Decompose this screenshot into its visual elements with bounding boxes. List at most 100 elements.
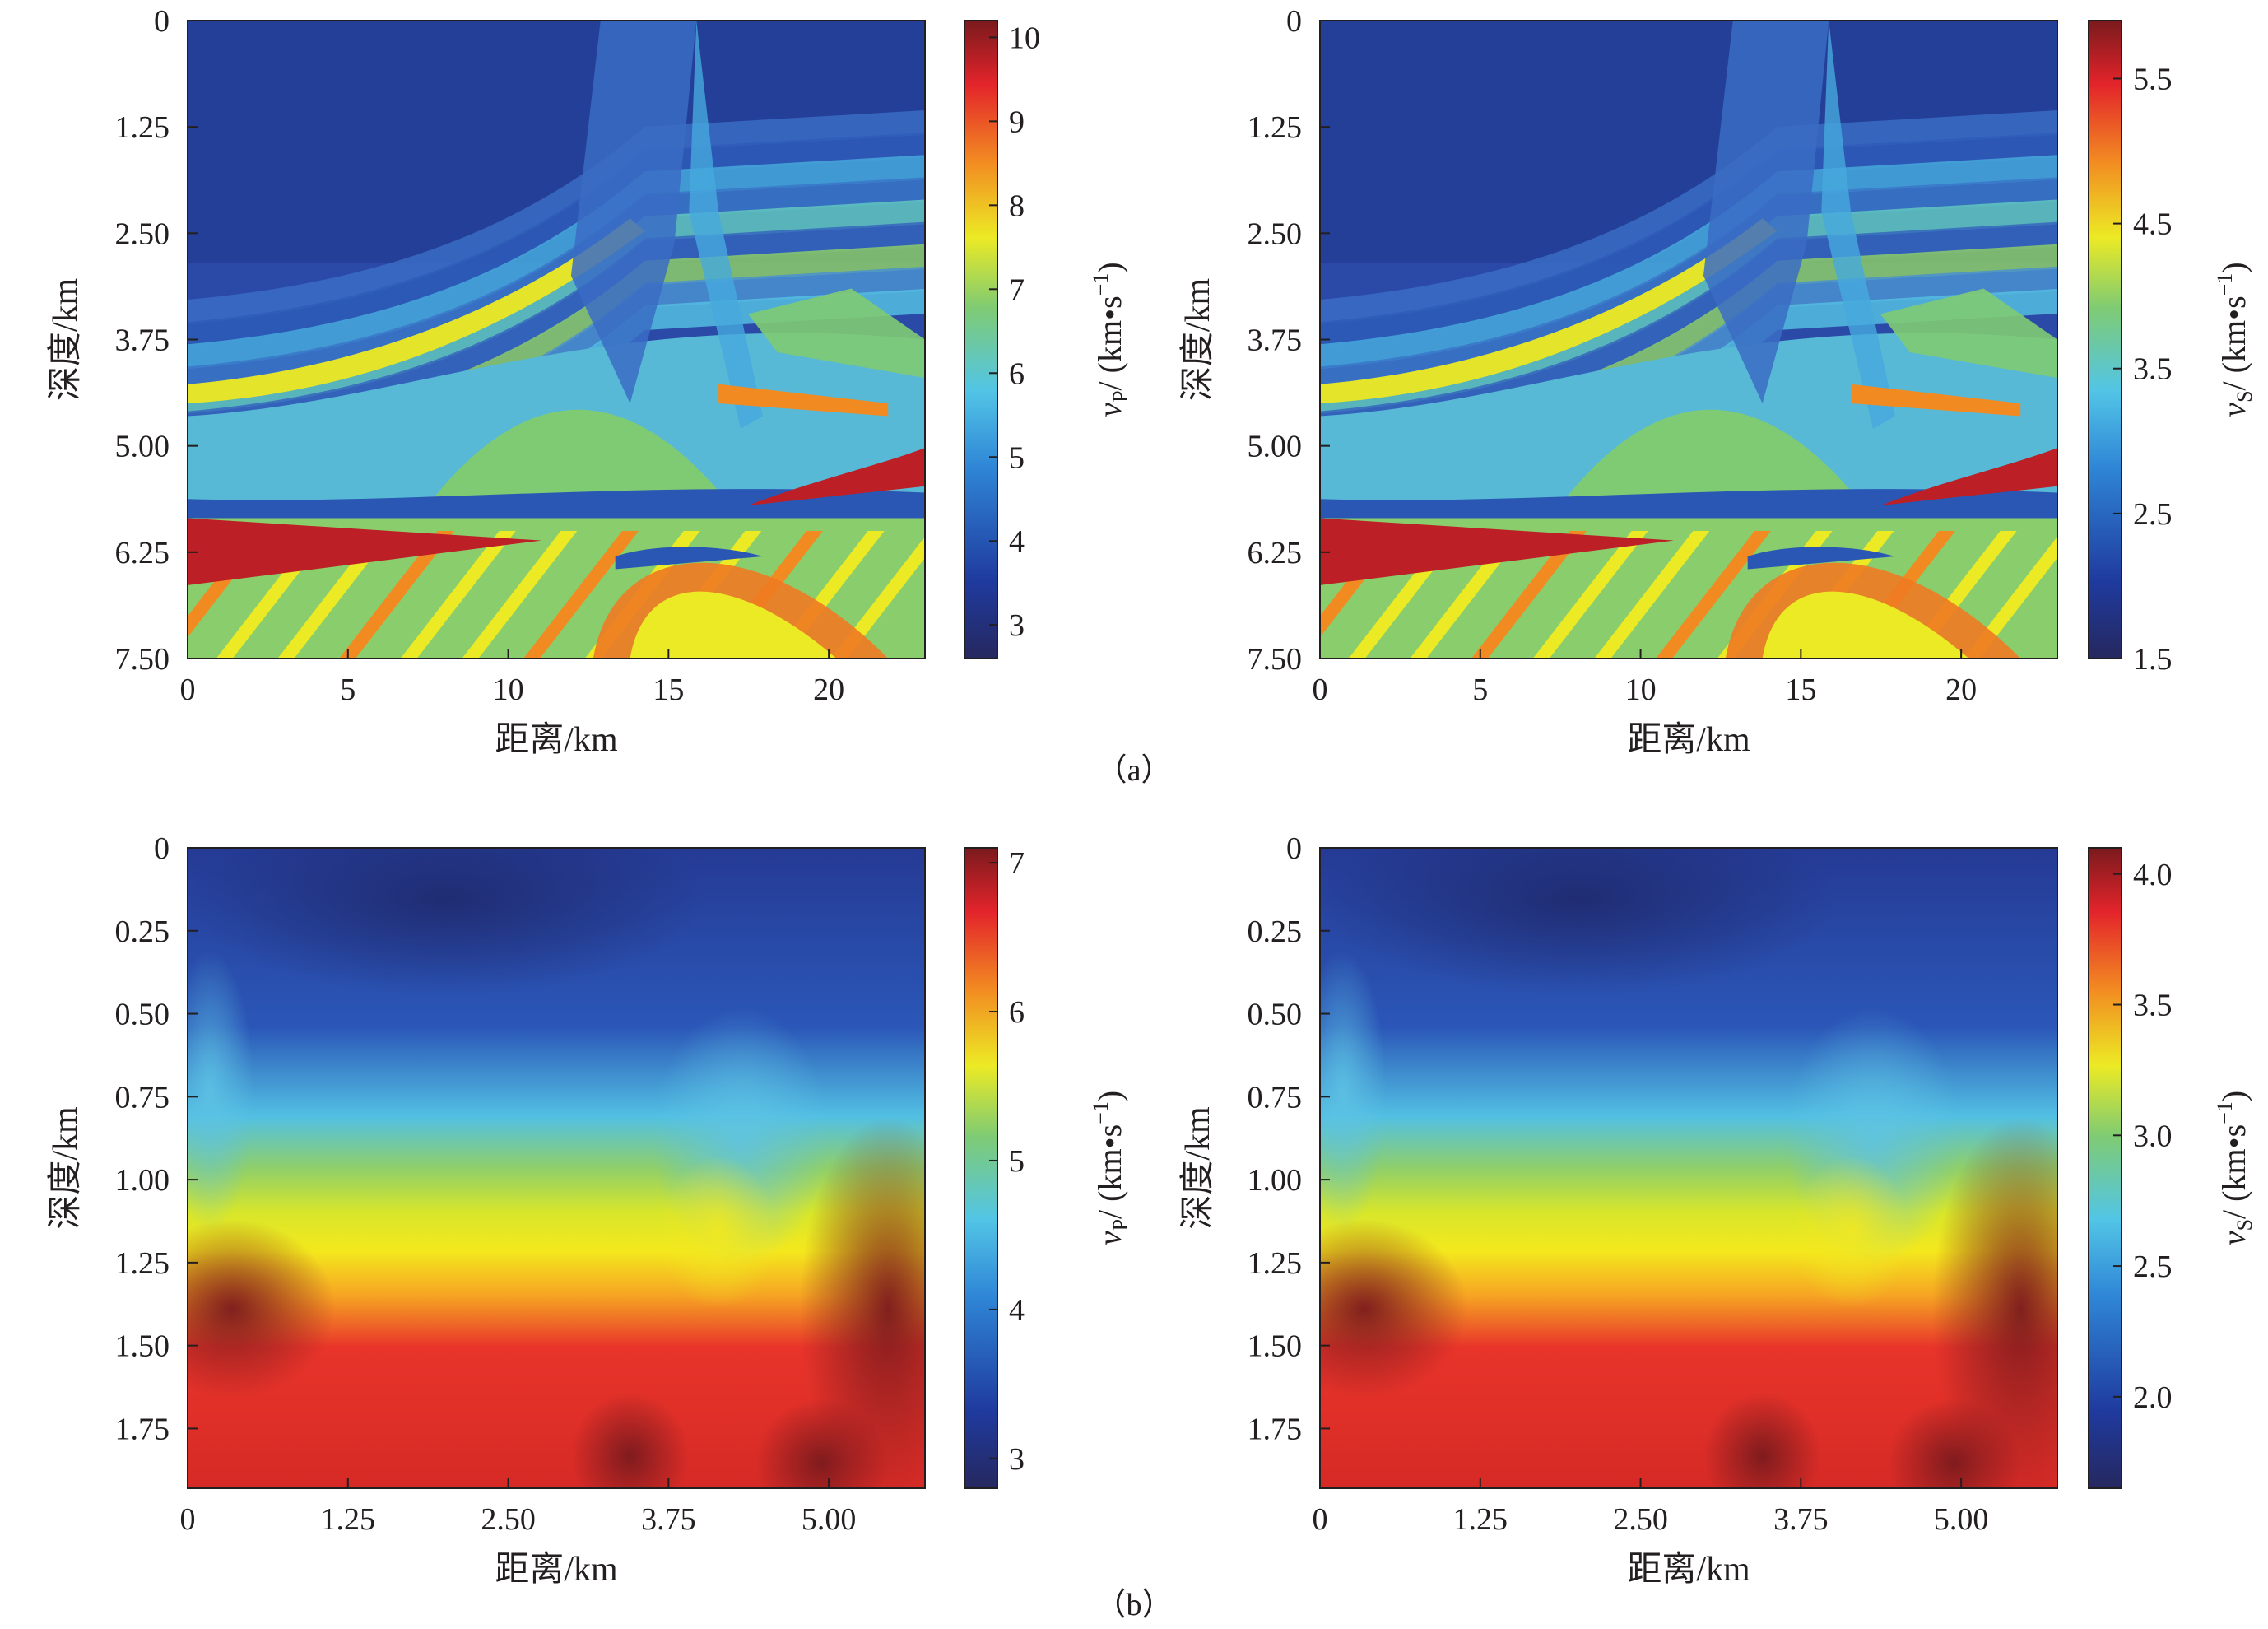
y-tick-label: 0 [154,831,170,866]
y-tick-label: 3.75 [115,323,170,358]
colorbar-tick-label: 2.5 [2133,497,2173,532]
x-tick-label: 10 [493,673,524,707]
y-tick-label: 0 [154,4,170,39]
velocity-image [1320,21,2057,659]
red-wedge-left [1320,518,1675,585]
high-velocity-left [1320,1219,1468,1399]
y-tick-label: 5.00 [1248,430,1303,464]
velocity-image [1320,848,2057,1488]
colorbar-tick-label: 7 [1009,846,1025,881]
colorbar-tick-label: 3 [1009,1442,1025,1477]
colorbar-tick-label: 7 [1009,272,1025,307]
colorbar-tick-label: 4 [1009,1293,1025,1328]
x-tick-label: 3.75 [1773,1502,1829,1537]
yellow-arch [1762,591,1969,659]
y-tick-label: 1.50 [1248,1329,1303,1364]
y-tick-label: 1.00 [115,1163,170,1198]
yellow-layer [1320,218,1778,403]
dipping-stripe [1656,531,1771,659]
colorbar [2088,847,2122,1489]
high-velocity-bottom [570,1392,690,1488]
velocity-image [188,21,925,659]
plot-frame [187,847,926,1489]
colorbar-tick-label: 9 [1009,105,1025,139]
high-velocity-left [188,1219,336,1399]
dipping-stripe [523,531,639,659]
y-tick-label: 1.75 [1248,1412,1303,1446]
layer-band [1320,177,2057,392]
y-axis-label: 深度/km [1179,278,1217,402]
colorbar-tick-label: 10 [1009,21,1040,55]
y-tick-label: 6.25 [1248,536,1303,570]
colorbar-tick-label: 4.5 [2133,207,2173,242]
dipping-stripe [1471,531,1587,659]
colorbar-tick-label: 1.5 [2133,642,2173,677]
yellow-anomaly [659,1155,778,1310]
high-velocity-bottom [1703,1392,1822,1488]
x-tick-label: 15 [653,673,684,707]
x-tick-label: 3.75 [641,1502,696,1537]
yellow-layer [188,218,645,403]
x-tick-label: 0 [1313,673,1328,707]
panel-label-a: （a） [1096,753,1173,788]
x-tick-label: 1.25 [1453,1502,1508,1537]
layer-band [188,110,925,324]
colorbar [2088,20,2122,659]
x-tick-label: 20 [1945,673,1977,707]
x-tick-label: 2.50 [481,1502,536,1537]
colorbar-label: vP/ (km•s−1) [1089,262,1132,417]
y-tick-label: 0 [1286,831,1302,866]
green-layer-right [747,288,925,378]
x-tick-label: 5.00 [1934,1502,1989,1537]
colorbar-tick-label: 4.0 [2133,858,2173,892]
colorbar-tick-label: 6 [1009,995,1025,1030]
red-wedge-right [747,448,925,505]
colorbar-tick-label: 3 [1009,608,1025,643]
orange-layer-right [718,384,889,417]
dipping-stripe [188,531,270,638]
colorbar [964,847,998,1489]
y-tick-label: 2.50 [1248,216,1303,251]
y-axis-label: 深度/km [47,1106,85,1230]
y-tick-label: 0.75 [115,1080,170,1115]
colorbar-tick-label: 2.5 [2133,1250,2173,1284]
y-tick-label: 0.25 [1248,915,1303,949]
colorbar [964,20,998,659]
chart-panel-a-right: 0 5 10 15 20 0 1.25 2.50 3.75 5.00 6.25 7.50 距离/km 深度… [1179,4,2256,759]
dome-cap [1747,547,1895,570]
colorbar-tick-label: 3.5 [2133,989,2173,1023]
low-velocity-zone [1320,848,1837,995]
high-velocity-right [1931,1116,2057,1488]
y-tick-label: 7.50 [115,642,170,677]
dipping-stripe [462,531,578,659]
colorbar-tick-label: 6 [1009,356,1025,391]
x-tick-label: 0 [180,1502,196,1537]
y-tick-label: 1.25 [115,1246,170,1281]
chart-panel-b-left: 0 1.25 2.50 3.75 5.00 0 0.25 0.50 0.75 1.00 1.25 1.… [47,831,1132,1589]
layer-band [1320,110,2057,324]
y-axis-label: 深度/km [1179,1106,1217,1230]
y-tick-label: 1.25 [115,110,170,145]
y-tick-label: 0 [1286,4,1302,39]
layer-band [1320,133,2057,347]
x-tick-label: 5 [340,673,356,707]
colorbar-label: vS/ (km•s−1) [2213,1091,2256,1245]
orange-layer-right [1851,384,2021,417]
high-velocity-right [799,1116,925,1488]
layer-band [188,177,925,392]
chart-panel-b-right: 0 1.25 2.50 3.75 5.00 0 0.25 0.50 0.75 1.00 1.25 1.… [1179,831,2256,1589]
y-tick-label: 1.50 [115,1329,170,1364]
y-tick-label: 0.50 [115,998,170,1032]
x-axis-label: 距离/km [495,1550,618,1589]
y-tick-label: 6.25 [115,536,170,570]
x-axis-label: 距离/km [1627,720,1750,759]
layer-band [188,155,925,370]
colorbar-tick-label: 4 [1009,524,1025,559]
y-tick-label: 1.00 [1248,1163,1303,1198]
y-tick-label: 1.75 [115,1412,170,1446]
yellow-arch [630,591,837,659]
left-edge-anomaly [1320,950,1387,1232]
velocity-image [188,848,925,1488]
colorbar-label: vP/ (km•s−1) [1089,1091,1132,1245]
